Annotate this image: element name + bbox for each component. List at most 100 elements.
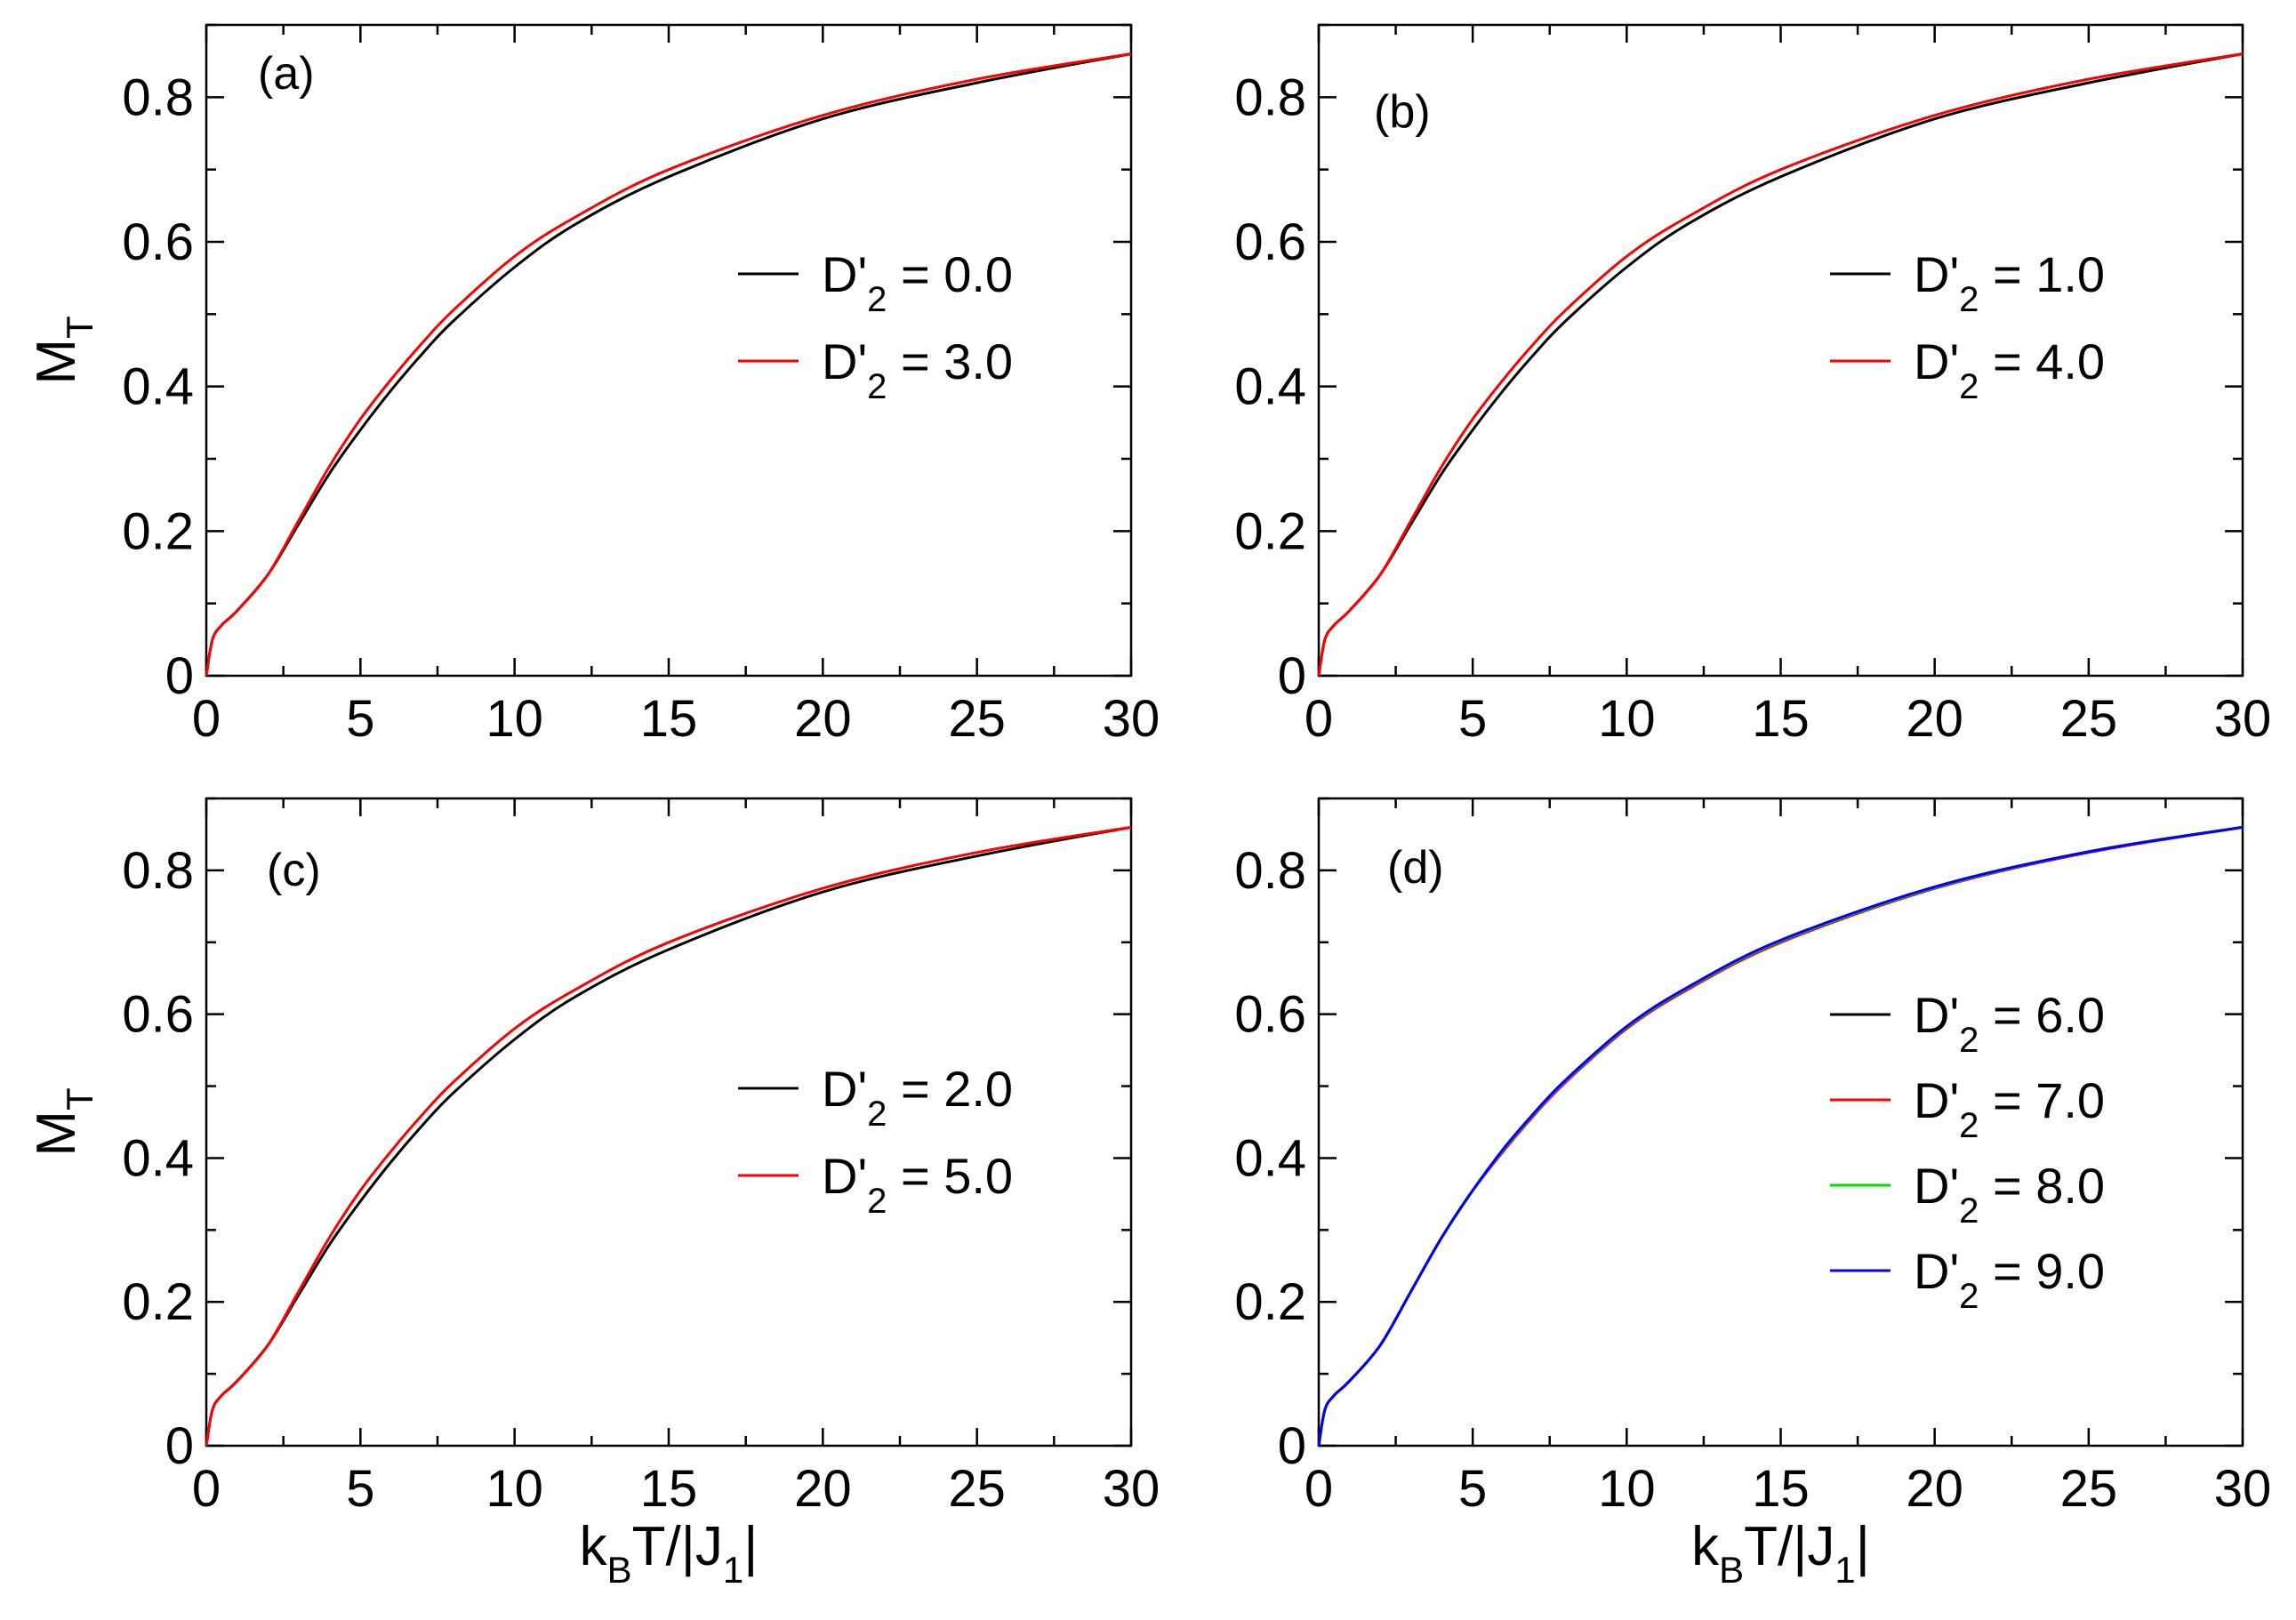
legend-label-value: = 5.0: [887, 1148, 1013, 1204]
y-tick-label: 0.4: [1234, 1129, 1306, 1187]
legend-label: D'2 = 5.0: [822, 1148, 1013, 1221]
legend-label-sub: 2: [1959, 367, 1979, 406]
legend-label-sub: 2: [1959, 1106, 1979, 1145]
legend-label: D'2 = 8.0: [1914, 1158, 2105, 1231]
x-tick-label: 5: [346, 1460, 374, 1518]
x-tick-label: 0: [1305, 690, 1333, 748]
legend-label: D'2 = 1.0: [1914, 246, 2105, 319]
legend-label-prefix: D': [1914, 1158, 1959, 1214]
y-tick-label: 0.2: [1234, 502, 1306, 560]
y-tick-label: 0.8: [122, 842, 194, 900]
legend-label-prefix: D': [1914, 1072, 1959, 1128]
legend: D'2 = 2.0D'2 = 5.0: [738, 1061, 1013, 1221]
x-tick-label: 10: [1598, 690, 1656, 748]
series-line-4: [1317, 825, 2244, 1447]
legend-label: D'2 = 2.0: [822, 1061, 1013, 1134]
legend-label-sub: 2: [867, 280, 887, 319]
legend-label-value: = 4.0: [1979, 333, 2105, 389]
x-tick-label: 15: [1752, 1460, 1810, 1518]
y-tick-label: 0: [165, 1417, 194, 1475]
series-line-2: [205, 52, 1132, 677]
x-axis-label-rest: T/|J: [1744, 1516, 1834, 1577]
x-tick-label: 10: [486, 1460, 543, 1518]
x-tick-label: 5: [346, 690, 374, 748]
legend-label-sub: 2: [1959, 280, 1979, 319]
legend-label-value: = 6.0: [1979, 987, 2105, 1043]
legend-label-sub: 2: [1959, 1277, 1979, 1316]
x-axis-label-sub-b: B: [607, 1549, 632, 1591]
legend-label: D'2 = 0.0: [822, 246, 1013, 319]
x-tick-label: 20: [794, 1460, 852, 1518]
x-axis-label-k: k: [580, 1516, 608, 1577]
legend-label: D'2 = 7.0: [1914, 1072, 2105, 1145]
y-tick-label: 0.2: [1234, 1273, 1306, 1331]
y-axis-label-main: M: [26, 339, 87, 385]
x-axis-label: kBT/|J1|: [1691, 1516, 1870, 1591]
legend-label-prefix: D': [1914, 333, 1959, 389]
x-axis-label-bar: |: [1856, 1516, 1870, 1577]
legend-label-sub: 2: [1959, 1021, 1979, 1060]
panel-label: (b): [1374, 86, 1431, 138]
y-tick-label: 0.4: [122, 358, 194, 416]
x-axis-label-sub-1: 1: [1834, 1549, 1855, 1591]
legend-label-value: = 0.0: [887, 246, 1013, 302]
y-tick-label: 0.2: [122, 1273, 194, 1331]
x-tick-label: 15: [1752, 690, 1810, 748]
y-tick-label: 0.6: [1234, 986, 1306, 1044]
x-tick-label: 5: [1458, 1460, 1487, 1518]
legend-label-sub: 2: [867, 1182, 887, 1221]
panel-label: (c): [267, 845, 321, 896]
legend-label-prefix: D': [822, 333, 867, 389]
legend-label-prefix: D': [1914, 1243, 1959, 1299]
legend-label-sub: 2: [867, 367, 887, 406]
y-tick-label: 0: [1278, 1417, 1306, 1475]
y-axis-label-sub: T: [59, 1087, 100, 1111]
legend-label-value: = 9.0: [1979, 1243, 2105, 1299]
legend-label-prefix: D': [1914, 246, 1959, 302]
legend-label-prefix: D': [822, 1061, 867, 1117]
x-tick-label: 15: [640, 690, 698, 748]
legend-label-value: = 2.0: [887, 1061, 1013, 1117]
x-tick-label: 25: [948, 690, 1006, 748]
x-tick-label: 10: [1598, 1460, 1656, 1518]
panel-label: (d): [1387, 842, 1444, 894]
x-tick-label: 5: [1458, 690, 1487, 748]
y-tick-label: 0: [1278, 647, 1306, 705]
legend-label-prefix: D': [1914, 987, 1959, 1043]
legend-label-prefix: D': [822, 246, 867, 302]
x-tick-label: 30: [1103, 1460, 1160, 1518]
x-axis-label-k: k: [1691, 1516, 1720, 1577]
x-tick-label: 30: [2214, 1460, 2272, 1518]
legend-label-value: = 3.0: [887, 333, 1013, 389]
y-tick-label: 0.8: [122, 68, 194, 126]
x-axis-label-bar: |: [743, 1516, 758, 1577]
legend-label: D'2 = 9.0: [1914, 1243, 2105, 1316]
legend-label-sub: 2: [867, 1095, 887, 1134]
y-tick-label: 0: [165, 647, 194, 705]
legend: D'2 = 0.0D'2 = 3.0: [738, 246, 1013, 406]
x-tick-label: 0: [192, 1460, 221, 1518]
x-tick-label: 30: [2214, 690, 2272, 748]
legend: D'2 = 1.0D'2 = 4.0: [1830, 246, 2105, 406]
x-tick-label: 25: [2060, 690, 2118, 748]
x-axis-label-sub-1: 1: [723, 1549, 743, 1591]
x-axis-label: kBT/|J1|: [580, 1516, 759, 1591]
x-tick-label: 15: [640, 1460, 698, 1518]
x-tick-label: 30: [1103, 690, 1160, 748]
x-tick-label: 25: [2060, 1460, 2118, 1518]
legend-label-value: = 1.0: [1979, 246, 2105, 302]
y-tick-label: 0.6: [122, 213, 194, 271]
legend-label-prefix: D': [822, 1148, 867, 1204]
legend: D'2 = 6.0D'2 = 7.0D'2 = 8.0D'2 = 9.0: [1830, 987, 2105, 1316]
y-axis-label-sub: T: [59, 316, 100, 339]
series-line-2: [1317, 52, 2244, 677]
series-line-2: [205, 825, 1132, 1447]
x-tick-label: 0: [192, 690, 221, 748]
x-tick-label: 20: [1906, 1460, 1963, 1518]
